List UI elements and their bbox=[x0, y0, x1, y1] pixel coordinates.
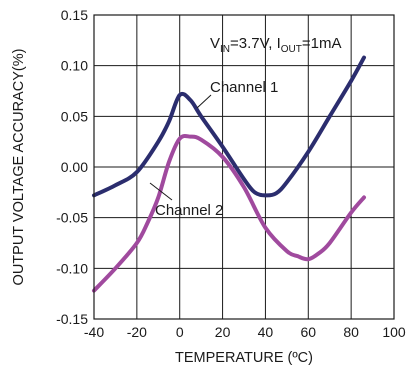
channel-1-pointer-line bbox=[196, 94, 212, 109]
series-line-channel-1 bbox=[92, 55, 366, 198]
x-tick-label: 20 bbox=[215, 324, 231, 340]
x-axis-label: TEMPERATURE (ºC) bbox=[175, 350, 313, 366]
grid-layer bbox=[94, 15, 394, 319]
y-tick-label: 0.10 bbox=[61, 58, 88, 74]
test-condition-label: VIN=3.7V, IOUT=1mA bbox=[210, 35, 341, 55]
x-tick-label: 60 bbox=[300, 324, 316, 340]
tick-layer: -40 -20 0 20 40 60 80 100 0.15 0.10 0.05 0.00 -0.05 -… bbox=[56, 7, 406, 340]
x-tick-label: -20 bbox=[127, 324, 147, 340]
channel-1-label: Channel 1 bbox=[210, 79, 278, 96]
x-tick-label: 40 bbox=[258, 324, 274, 340]
series-layer bbox=[92, 55, 366, 293]
y-tick-label: 0.00 bbox=[61, 159, 88, 175]
plot-frame bbox=[93, 14, 395, 320]
condition-i-sub: OUT bbox=[281, 44, 302, 55]
x-tick-label: -40 bbox=[84, 324, 104, 340]
condition-v-sub: IN bbox=[220, 44, 230, 55]
y-tick-label: -0.10 bbox=[56, 260, 88, 276]
x-tick-label: 100 bbox=[382, 324, 406, 340]
y-tick-label: 0.05 bbox=[61, 108, 88, 124]
x-tick-label: 0 bbox=[176, 324, 184, 340]
y-axis-label: OUTPUT VOLTAGE ACCURACY(%) bbox=[11, 49, 27, 286]
condition-i-rest: =1mA bbox=[302, 35, 342, 52]
series-line-channel-2 bbox=[92, 133, 366, 293]
x-tick-label: 80 bbox=[343, 324, 359, 340]
condition-v: V bbox=[210, 35, 220, 52]
channel-2-pointer-line bbox=[149, 182, 173, 201]
y-tick-label: 0.15 bbox=[61, 7, 88, 23]
y-tick-label: -0.15 bbox=[56, 311, 88, 327]
y-tick-label: -0.05 bbox=[56, 210, 88, 226]
condition-v-rest: =3.7V, I bbox=[230, 35, 281, 52]
channel-2-label: Channel 2 bbox=[155, 202, 223, 219]
